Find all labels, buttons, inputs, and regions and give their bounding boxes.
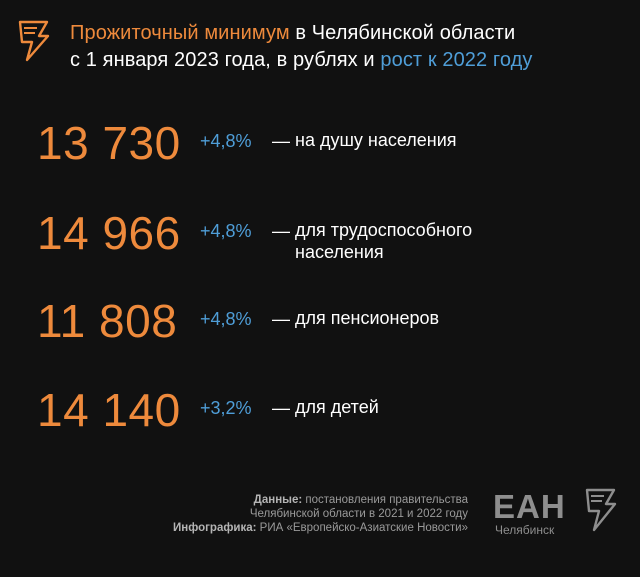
stat-dash: — [272,398,290,418]
stat-growth: +4,8% [200,221,252,241]
lightning-page-icon [585,488,617,532]
stat-value: 11 808 [37,295,178,347]
infographic-label: Инфографика: [173,522,257,534]
stat-description: для детей [295,397,379,417]
source-text: постановления правительства [302,494,468,506]
stat-row: 11 808 +4,8% — для пенсионеров [0,293,640,353]
headline: Прожиточный минимум в Челябинской област… [70,20,630,74]
stat-growth: +4,8% [200,309,252,329]
stat-dash: — [272,131,290,151]
lightning-page-icon [18,20,50,62]
brand-city: Челябинск [495,523,555,537]
source-line-2: Челябинской области в 2021 и 2022 году [249,508,468,520]
source-label: Данные: [253,494,303,506]
headline-highlight: Прожиточный минимум [70,22,290,44]
source-line-1: Данные: постановления правительства [173,493,468,507]
stat-row: 14 140 +3,2% — для детей [0,382,640,442]
stat-value: 14 966 [37,207,181,259]
stat-dash: — [272,221,290,241]
headline-growth-note: рост к 2022 году [380,49,533,71]
stat-description: для трудоспособного населения [295,220,473,262]
stat-growth: +3,2% [200,398,252,418]
source-credits: Данные: постановления правительства Челя… [173,493,468,535]
headline-region: в Челябинской области [289,22,516,44]
infographic-credit: Инфографика: РИА «Европейско-Азиатские Н… [173,521,468,535]
stat-value: 14 140 [37,384,181,436]
stat-row: 14 966 +4,8% — для трудоспособного насел… [0,205,640,265]
brand-logo: ЕАН Челябинск [493,490,583,540]
stat-row: 13 730 +4,8% — на душу населения [0,115,640,175]
stat-growth: +4,8% [200,131,252,151]
infographic-text: РИА «Европейско-Азиатские Новости» [256,522,468,534]
brand-name: ЕАН [493,488,566,525]
stat-description: для пенсионеров [295,308,440,328]
headline-line-1: Прожиточный минимум в Челябинской област… [70,20,630,47]
headline-line-2: с 1 января 2023 года, в рублях и рост к … [70,47,630,74]
stat-dash: — [272,309,290,329]
stat-description: на душу населения [295,130,457,150]
stat-value: 13 730 [37,117,181,169]
headline-date: с 1 января 2023 года, в рублях и [70,49,381,71]
